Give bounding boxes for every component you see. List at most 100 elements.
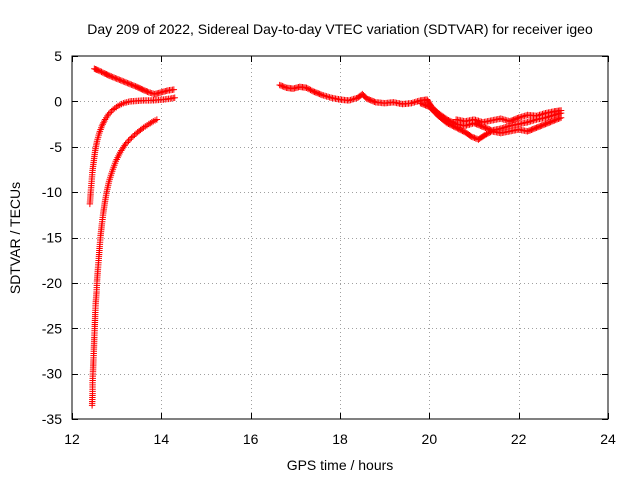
y-tick-label: -5 <box>50 139 63 155</box>
data-point <box>123 139 131 146</box>
y-tick-label: -35 <box>42 411 62 427</box>
data-point <box>98 122 106 130</box>
series-track-d <box>276 81 565 134</box>
data-point <box>113 75 120 82</box>
x-tick-label: 22 <box>511 431 527 447</box>
data-point <box>552 116 559 124</box>
data-point <box>129 133 137 140</box>
data-point <box>101 117 108 125</box>
data-point <box>96 68 104 75</box>
data-point <box>553 116 561 123</box>
data-point <box>122 79 130 86</box>
data-point <box>105 110 112 118</box>
data-point <box>514 115 521 122</box>
y-tick-label: -25 <box>42 320 62 336</box>
data-point <box>125 137 132 145</box>
grid <box>72 56 608 419</box>
data-point <box>120 144 127 151</box>
data-point <box>153 116 161 123</box>
data-point <box>126 80 134 88</box>
data-point <box>100 119 107 126</box>
y-tick-label: 5 <box>54 48 62 64</box>
data-point <box>483 131 490 138</box>
y-tick-label: -30 <box>42 366 62 382</box>
x-axis-label: GPS time / hours <box>287 457 394 473</box>
data-point <box>129 82 136 89</box>
data-point <box>99 121 106 128</box>
data-point <box>303 84 310 91</box>
data-point <box>481 131 489 139</box>
data-point <box>468 133 475 140</box>
data-point <box>124 79 131 87</box>
data-point <box>556 115 563 122</box>
data-point <box>108 107 115 115</box>
y-tick-label: -20 <box>42 275 62 291</box>
data-point <box>114 76 122 83</box>
y-axis-label: SDTVAR / TECUs <box>7 182 23 294</box>
data-point <box>557 114 565 121</box>
data-point <box>276 81 283 89</box>
x-tick-label: 24 <box>600 431 616 447</box>
data-point <box>171 94 178 101</box>
x-tick-label: 20 <box>422 431 438 447</box>
series-track-c <box>91 65 178 98</box>
data-point <box>122 140 129 148</box>
data-point <box>106 72 114 80</box>
series-track-b <box>86 94 178 208</box>
data-point <box>281 84 289 91</box>
data-point <box>98 68 105 76</box>
series-track-a <box>88 116 161 409</box>
data-point <box>118 77 126 85</box>
data-point <box>279 82 286 90</box>
data-point <box>130 82 138 89</box>
chart-title: Day 209 of 2022, Sidereal Day-to-day VTE… <box>87 21 593 37</box>
data-point <box>116 76 123 83</box>
y-tick-label: -15 <box>42 230 62 246</box>
data-point <box>148 119 156 126</box>
data-point <box>469 134 477 141</box>
y-tick-label: 0 <box>54 93 62 109</box>
data-point <box>109 73 116 81</box>
data-point <box>304 85 312 92</box>
data-points <box>86 65 565 409</box>
data-point <box>307 86 314 94</box>
data-point <box>125 80 132 87</box>
data-point <box>280 83 287 90</box>
data-point <box>138 125 146 133</box>
data-point <box>117 77 124 84</box>
data-point <box>110 74 118 81</box>
x-tick-label: 18 <box>332 431 348 447</box>
data-point <box>131 131 138 139</box>
data-point <box>106 109 114 116</box>
data-point <box>551 117 558 124</box>
data-point <box>317 91 325 98</box>
series-track-f <box>452 107 565 126</box>
data-point <box>371 98 378 105</box>
data-point <box>108 73 115 80</box>
x-tick-marks <box>72 56 609 419</box>
data-point <box>120 78 127 85</box>
data-point <box>128 134 135 141</box>
y-tick-marks <box>72 56 608 420</box>
data-point <box>126 136 134 143</box>
data-point <box>112 74 119 82</box>
data-point <box>485 129 493 136</box>
data-point <box>144 88 151 95</box>
data-point <box>555 115 562 122</box>
data-point <box>277 82 285 89</box>
x-tick-label: 14 <box>154 431 170 447</box>
data-point <box>128 81 135 88</box>
data-point <box>170 86 178 93</box>
data-point <box>305 86 313 93</box>
x-tick-label: 16 <box>243 431 259 447</box>
y-tick-labels: -35 -30 -25 -20 -15 -10 -5 0 5 <box>42 48 62 427</box>
data-point <box>95 67 102 74</box>
data-point <box>121 78 128 86</box>
data-point <box>557 107 565 114</box>
x-tick-label: 12 <box>64 431 80 447</box>
y-tick-label: -10 <box>42 184 62 200</box>
x-tick-labels: 12 14 16 18 20 22 24 <box>64 431 616 447</box>
data-point <box>118 147 125 154</box>
data-point <box>471 134 478 142</box>
